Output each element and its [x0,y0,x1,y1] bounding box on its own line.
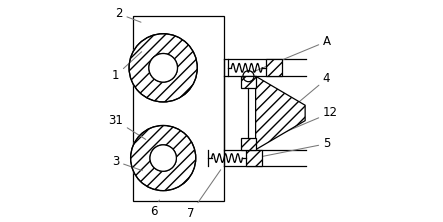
Text: 7: 7 [187,170,221,220]
Polygon shape [256,76,305,150]
Text: 2: 2 [116,7,141,22]
Text: 6: 6 [151,200,159,218]
Text: 5: 5 [255,137,330,158]
Circle shape [149,54,178,82]
Circle shape [150,145,176,171]
Circle shape [131,125,196,191]
Text: 31: 31 [109,114,146,139]
Bar [133,16,224,201]
Text: A: A [252,35,331,72]
Wedge shape [129,34,197,102]
Bar [246,150,262,166]
Text: 12: 12 [256,106,338,144]
Bar [241,138,256,150]
Circle shape [129,34,197,102]
Bar [265,59,282,76]
Bar [241,76,256,88]
Text: 1: 1 [112,52,142,82]
Text: 4: 4 [297,72,330,103]
Text: 3: 3 [112,155,142,171]
Wedge shape [131,125,196,191]
